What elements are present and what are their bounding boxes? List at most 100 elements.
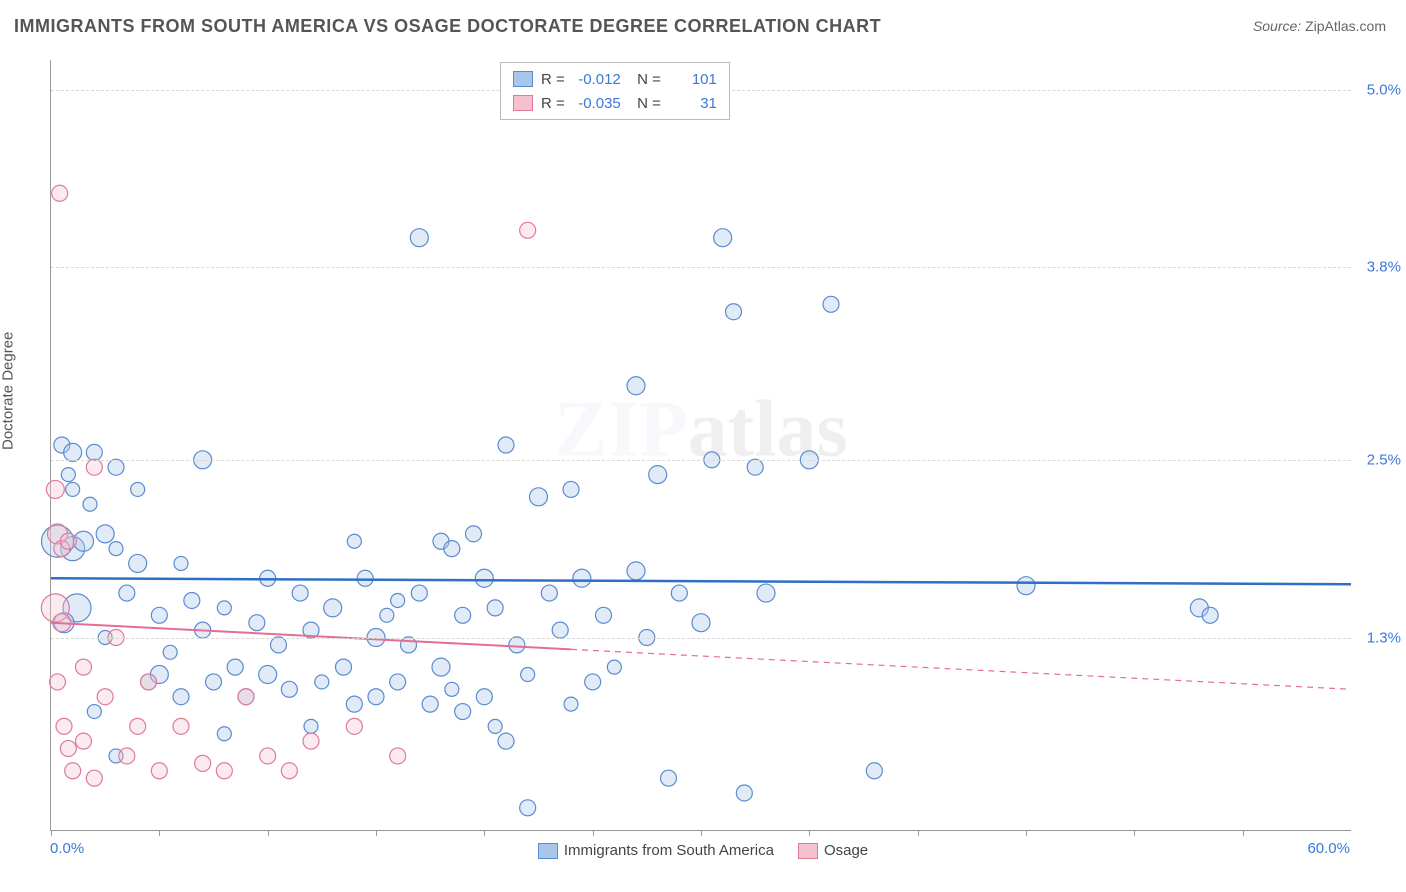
data-point <box>281 763 297 779</box>
data-point <box>488 719 502 733</box>
data-point <box>445 682 459 696</box>
legend-n-label: N = <box>629 71 661 88</box>
legend-n-value: 101 <box>669 71 717 88</box>
y-axis-title: Doctorate Degree <box>0 332 17 450</box>
data-point <box>357 570 373 586</box>
data-point <box>60 741 76 757</box>
data-point <box>227 659 243 675</box>
data-point <box>60 533 76 549</box>
data-point <box>564 697 578 711</box>
data-point <box>86 459 102 475</box>
data-point <box>530 488 548 506</box>
data-point <box>271 637 287 653</box>
chart-container: IMMIGRANTS FROM SOUTH AMERICA VS OSAGE D… <box>0 0 1406 892</box>
data-point <box>607 660 621 674</box>
x-tick <box>1243 830 1244 836</box>
legend-r-label: R = <box>541 71 565 88</box>
data-point <box>498 733 514 749</box>
data-point <box>46 480 64 498</box>
data-point <box>129 554 147 572</box>
data-point <box>86 444 102 460</box>
data-point <box>206 674 222 690</box>
data-point <box>119 748 135 764</box>
data-point <box>346 696 362 712</box>
series-legend: Immigrants from South AmericaOsage <box>0 842 1406 863</box>
data-point <box>455 607 471 623</box>
data-point <box>347 534 361 548</box>
data-point <box>292 585 308 601</box>
trend-line <box>51 578 1351 584</box>
legend-swatch <box>513 95 533 111</box>
data-point <box>131 482 145 496</box>
data-point <box>552 622 568 638</box>
data-point <box>627 562 645 580</box>
data-point <box>238 689 254 705</box>
data-point <box>390 748 406 764</box>
data-point <box>596 607 612 623</box>
data-point <box>50 674 66 690</box>
data-point <box>498 437 514 453</box>
data-point <box>736 785 752 801</box>
data-point <box>260 748 276 764</box>
plot-svg <box>51 60 1351 830</box>
data-point <box>259 666 277 684</box>
data-point <box>195 755 211 771</box>
x-tick <box>1026 830 1027 836</box>
x-tick <box>918 830 919 836</box>
plot-area: ZIPatlas 5.0%3.8%2.5%1.3% <box>50 60 1351 831</box>
legend-row: R =-0.035 N =31 <box>513 91 717 115</box>
data-point <box>401 637 417 653</box>
data-point <box>61 468 75 482</box>
data-point <box>661 770 677 786</box>
data-point <box>455 704 471 720</box>
data-point <box>1202 607 1218 623</box>
data-point <box>249 615 265 631</box>
data-point <box>368 689 384 705</box>
gridline <box>51 267 1351 268</box>
trend-line-dashed <box>571 649 1351 689</box>
data-point <box>56 718 72 734</box>
legend-row: R = -0.012 N = 101 <box>513 67 717 91</box>
data-point <box>151 763 167 779</box>
data-point <box>76 659 92 675</box>
data-point <box>217 601 231 615</box>
legend-r-label: R = <box>541 95 565 112</box>
data-point <box>173 689 189 705</box>
data-point <box>87 705 101 719</box>
data-point <box>692 614 710 632</box>
data-point <box>1017 577 1035 595</box>
legend-r-value: -0.012 <box>573 71 621 88</box>
data-point <box>216 763 232 779</box>
data-point <box>823 296 839 312</box>
data-point <box>422 696 438 712</box>
legend-r-value: -0.035 <box>573 95 621 112</box>
data-point <box>649 466 667 484</box>
data-point <box>391 593 405 607</box>
data-point <box>475 569 493 587</box>
data-point <box>141 674 157 690</box>
data-point <box>671 585 687 601</box>
data-point <box>563 481 579 497</box>
data-point <box>747 459 763 475</box>
data-point <box>163 645 177 659</box>
data-point <box>521 668 535 682</box>
data-point <box>541 585 557 601</box>
data-point <box>83 497 97 511</box>
data-point <box>304 719 318 733</box>
data-point <box>520 222 536 238</box>
x-tick <box>268 830 269 836</box>
legend-swatch <box>538 843 558 859</box>
data-point <box>151 607 167 623</box>
data-point <box>64 443 82 461</box>
data-point <box>184 592 200 608</box>
data-point <box>346 718 362 734</box>
data-point <box>303 733 319 749</box>
legend-swatch <box>513 71 533 87</box>
source-value: ZipAtlas.com <box>1305 18 1386 34</box>
data-point <box>476 689 492 705</box>
legend-label: Immigrants from South America <box>564 842 774 859</box>
x-tick <box>159 830 160 836</box>
data-point <box>714 229 732 247</box>
data-point <box>174 556 188 570</box>
legend-swatch <box>798 843 818 859</box>
